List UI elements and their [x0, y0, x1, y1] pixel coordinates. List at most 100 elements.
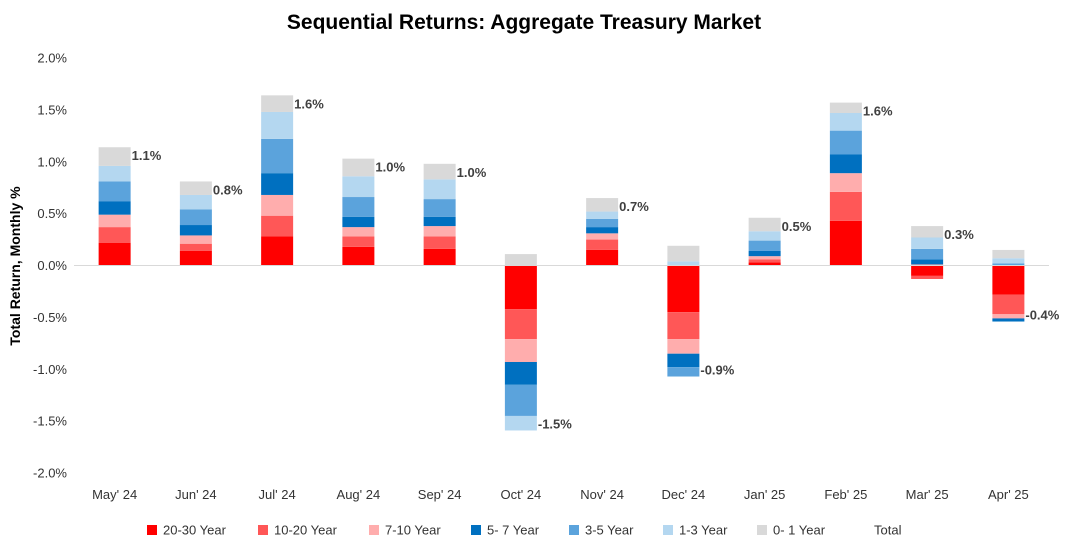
bar-segment-7-10-year-feb-25 [829, 173, 862, 192]
bar-segment-1-3-year-jun-24 [179, 194, 212, 210]
y-tick-label: -2.0% [33, 466, 67, 481]
bar-segment-5-7-year-jun-24 [179, 225, 212, 236]
bar-segment-7-10-year-dec-24 [667, 339, 700, 354]
bar-segment-7-10-year-may-24 [98, 214, 131, 228]
y-tick-label: -0.5% [33, 310, 67, 325]
bar-segment-7-10-year-jun-24 [179, 235, 212, 244]
bar-segment-0-1-year-aug-24 [342, 158, 375, 177]
bar-segment-0-1-year-mar-25 [911, 226, 944, 238]
bar-segment-1-3-year-jan-25 [748, 231, 781, 241]
legend-label-0-1-year: 0- 1 Year [773, 523, 826, 538]
bar-segment-10-20-year-sep-24 [423, 236, 456, 249]
bar-segment-20-30-year-apr-25 [992, 265, 1025, 295]
total-data-label: 1.0% [375, 160, 405, 175]
bar-segment-20-30-year-sep-24 [423, 248, 456, 266]
bar-segment-0-1-year-feb-25 [829, 102, 862, 113]
bar-segment-5-7-year-mar-25 [911, 259, 944, 265]
bar-segment-1-3-year-mar-25 [911, 237, 944, 249]
bar-segment-20-30-year-nov-24 [586, 249, 619, 266]
bar-segment-3-5-year-dec-24 [667, 367, 700, 377]
y-axis-label: Total Return, Monthly % [7, 186, 23, 346]
legend-label-total: Total [874, 523, 902, 538]
total-data-label: 1.6% [294, 96, 324, 111]
bar-segment-0-1-year-dec-24 [667, 245, 700, 262]
legend-swatch-0-1-year [757, 525, 767, 535]
legend-swatch-7-10-year [369, 525, 379, 535]
legend-swatch-3-5-year [569, 525, 579, 535]
total-data-label: 0.3% [944, 227, 974, 242]
bar-segment-5-7-year-sep-24 [423, 216, 456, 227]
total-data-label: -0.4% [1025, 308, 1059, 323]
total-data-label: 0.5% [782, 219, 812, 234]
y-axis: 2.0% 1.5% 1.0% 0.5% 0.0% -0.5% -1.0% -1.5% -2.0% [33, 51, 67, 481]
total-data-label: -1.5% [538, 417, 572, 432]
legend: 20-30 Year 10-20 Year 7-10 Year 5- 7 Year 3-… [147, 523, 902, 538]
bar-segment-5-7-year-feb-25 [829, 154, 862, 174]
bar-segment-7-10-year-oct-24 [504, 339, 537, 362]
legend-swatch-20-30-year [147, 525, 157, 535]
bar-segment-10-20-year-apr-25 [992, 294, 1025, 315]
bar-segment-1-3-year-dec-24 [667, 261, 700, 266]
bar-segment-1-3-year-may-24 [98, 165, 131, 182]
x-tick-label: Jul' 24 [259, 487, 296, 502]
x-axis: May' 24 Jun' 24 Jul' 24 Aug' 24 Sep' 24 Oct' … [92, 487, 1029, 502]
bar-segment-5-7-year-aug-24 [342, 216, 375, 228]
bar-segment-5-7-year-jan-25 [748, 250, 781, 257]
bar-segment-20-30-year-oct-24 [504, 265, 537, 310]
chart-title: Sequential Returns: Aggregate Treasury M… [287, 11, 761, 34]
bar-segment-20-30-year-may-24 [98, 242, 131, 266]
bar-segment-1-3-year-sep-24 [423, 179, 456, 200]
bar-segment-0-1-year-apr-25 [992, 249, 1025, 259]
x-tick-label: Apr' 25 [988, 487, 1029, 502]
legend-swatch-1-3-year [663, 525, 673, 535]
bar-segment-1-3-year-jul-24 [261, 111, 294, 139]
bar-segment-20-30-year-jun-24 [179, 250, 212, 266]
bar-segment-3-5-year-feb-25 [829, 130, 862, 155]
total-data-label: 1.1% [132, 148, 162, 163]
bar-segment-20-30-year-jan-25 [748, 262, 781, 266]
x-tick-label: Nov' 24 [580, 487, 624, 502]
bar-segment-7-10-year-jul-24 [261, 194, 294, 216]
bar-segment-3-5-year-oct-24 [504, 384, 537, 416]
legend-label-1-3-year: 1-3 Year [679, 523, 728, 538]
bar-segment-3-5-year-jun-24 [179, 209, 212, 226]
y-tick-label: 2.0% [37, 51, 67, 66]
x-tick-label: Mar' 25 [906, 487, 949, 502]
bar-segment-0-1-year-nov-24 [586, 198, 619, 212]
bar-segment-7-10-year-nov-24 [586, 233, 619, 240]
legend-swatch-10-20-year [258, 525, 268, 535]
bar-segment-0-1-year-sep-24 [423, 163, 456, 180]
bar-segment-10-20-year-aug-24 [342, 236, 375, 247]
bar-segment-3-5-year-mar-25 [911, 248, 944, 260]
legend-swatch-5-7-year [471, 525, 481, 535]
total-data-label: 1.0% [457, 165, 487, 180]
legend-label-3-5-year: 3-5 Year [585, 523, 634, 538]
bar-segment-1-3-year-apr-25 [992, 258, 1025, 264]
bar-segment-0-1-year-oct-24 [504, 254, 537, 266]
bar-segment-1-3-year-feb-25 [829, 112, 862, 131]
total-data-label: 0.7% [619, 199, 649, 214]
bar-segment-7-10-year-apr-25 [992, 314, 1025, 319]
bar-segment-10-20-year-jul-24 [261, 215, 294, 237]
y-tick-label: 1.0% [37, 154, 67, 169]
bar-segment-10-20-year-dec-24 [667, 312, 700, 340]
bar-segment-5-7-year-nov-24 [586, 227, 619, 234]
bar-segment-20-30-year-dec-24 [667, 265, 700, 313]
bar-segment-10-20-year-feb-25 [829, 191, 862, 221]
bar-segment-10-20-year-may-24 [98, 227, 131, 243]
bar-segment-5-7-year-jul-24 [261, 173, 294, 195]
x-tick-label: Dec' 24 [662, 487, 706, 502]
bar-segment-20-30-year-aug-24 [342, 246, 375, 266]
bar-segment-3-5-year-sep-24 [423, 199, 456, 217]
bar-segment-3-5-year-jan-25 [748, 240, 781, 251]
x-tick-label: Aug' 24 [337, 487, 381, 502]
bar-segment-3-5-year-aug-24 [342, 197, 375, 217]
bar-segment-7-10-year-jan-25 [748, 256, 781, 260]
bar-segment-7-10-year-aug-24 [342, 227, 375, 237]
bar-segment-10-20-year-nov-24 [586, 239, 619, 250]
x-tick-label: Sep' 24 [418, 487, 462, 502]
bar-segment-10-20-year-jun-24 [179, 243, 212, 251]
x-tick-label: Jun' 24 [175, 487, 217, 502]
total-data-label: 1.6% [863, 104, 893, 119]
